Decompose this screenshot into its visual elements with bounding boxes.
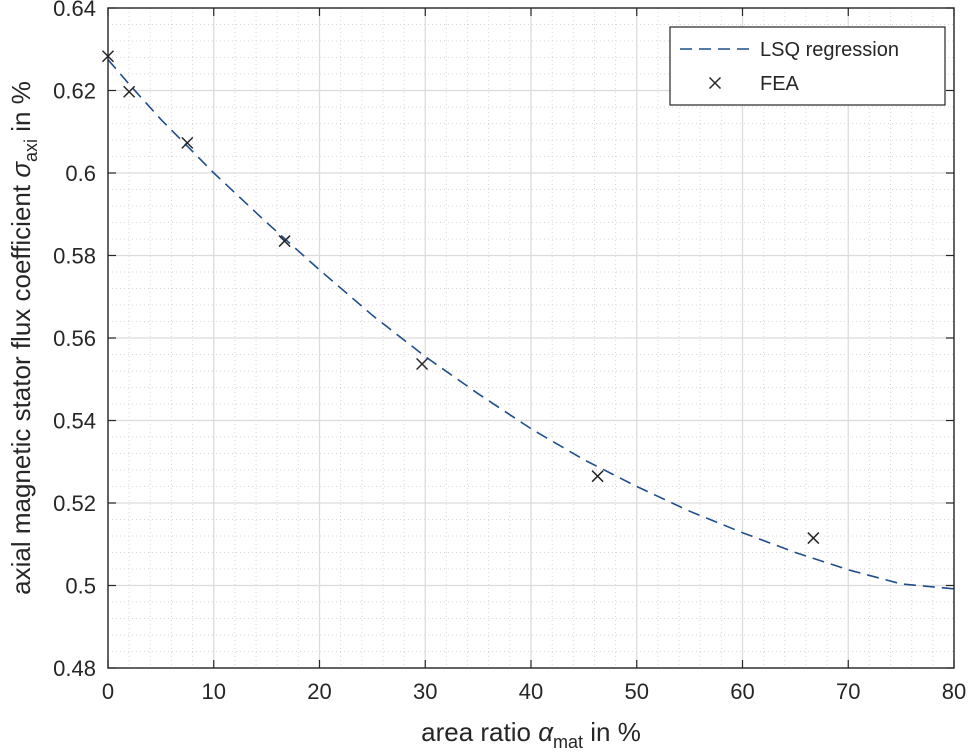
x-tick-label: 50 bbox=[625, 679, 649, 704]
fea-point bbox=[591, 470, 604, 483]
y-tick-label: 0.52 bbox=[53, 491, 96, 516]
y-axis-title-suffix: in % bbox=[6, 81, 36, 139]
x-tick-label: 80 bbox=[942, 679, 966, 704]
y-tick-label: 0.5 bbox=[65, 574, 96, 599]
fea-point-stroke bbox=[416, 357, 429, 371]
series-lsq-regression-line bbox=[107, 59, 955, 590]
y-axis-title-subscript: axi bbox=[21, 139, 41, 162]
x-axis-title-suffix: in % bbox=[583, 717, 641, 747]
fea-point-stroke bbox=[807, 532, 820, 545]
x-tick-label: 70 bbox=[836, 679, 860, 704]
x-tick-label: 0 bbox=[102, 679, 114, 704]
legend-fea-marker-stroke bbox=[708, 76, 722, 90]
x-tick-label: 40 bbox=[519, 679, 543, 704]
y-tick-label: 0.64 bbox=[53, 0, 96, 21]
fea-point bbox=[278, 235, 291, 248]
fea-point-stroke bbox=[278, 235, 291, 248]
legend-lsq-label: LSQ regression bbox=[760, 39, 899, 61]
y-axis-title-symbol: σ bbox=[6, 161, 36, 178]
x-tick-label: 10 bbox=[202, 679, 226, 704]
fea-point bbox=[807, 532, 820, 545]
fea-point-stroke bbox=[591, 470, 604, 483]
legend-fea-marker bbox=[708, 76, 722, 90]
legend-fea-sample bbox=[708, 76, 722, 90]
x-axis-title-prefix: area ratio bbox=[421, 717, 538, 747]
x-axis-title: area ratio αmat in % bbox=[421, 717, 641, 752]
y-tick-label: 0.58 bbox=[53, 244, 96, 269]
series-layer bbox=[101, 50, 955, 590]
tick-labels: 0 10 20 30 40 50 60 70 80 0.48 0.5 0.52 0.54 0.56 0.58… bbox=[53, 0, 966, 704]
tick-marks bbox=[107, 7, 955, 669]
legend-box bbox=[669, 26, 946, 106]
y-axis-title-prefix: axial magnetic stator flux coefficient bbox=[6, 178, 36, 595]
legend-fea-label: FEA bbox=[760, 73, 800, 95]
fea-point-stroke bbox=[181, 136, 194, 149]
x-tick-label: 20 bbox=[307, 679, 331, 704]
grid bbox=[107, 7, 955, 669]
fea-point bbox=[181, 136, 194, 149]
x-axis-title-symbol: α bbox=[538, 717, 554, 747]
y-tick-label: 0.62 bbox=[53, 79, 96, 104]
y-tick-label: 0.54 bbox=[53, 409, 96, 434]
y-tick-label: 0.48 bbox=[53, 656, 96, 681]
y-tick-label: 0.56 bbox=[53, 326, 96, 351]
fea-point-stroke bbox=[123, 85, 136, 98]
x-axis-title-subscript: mat bbox=[553, 732, 583, 752]
y-tick-label: 0.6 bbox=[65, 161, 96, 186]
fea-point bbox=[123, 85, 136, 98]
x-tick-label: 30 bbox=[413, 679, 437, 704]
legend: LSQ regression FEA bbox=[669, 26, 946, 106]
fea-point bbox=[416, 357, 429, 371]
x-tick-label: 60 bbox=[730, 679, 754, 704]
y-axis-title: axial magnetic stator flux coefficient σ… bbox=[6, 81, 41, 595]
